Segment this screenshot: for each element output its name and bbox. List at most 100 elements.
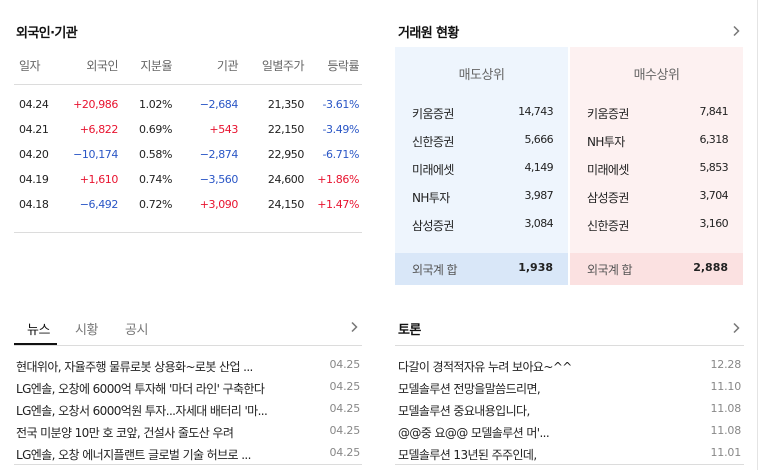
forum-post[interactable]: @@중 요@@ 모델솔루션 머'... 11.08: [395, 424, 744, 440]
col-change: 등락률: [327, 59, 359, 73]
tabs-divider: [14, 345, 362, 346]
broker-name: NH투자: [587, 135, 625, 149]
row-change: -3.61%: [322, 98, 359, 111]
news-date: 04.25: [329, 424, 361, 437]
col-foreign: 외국인: [86, 59, 118, 73]
news-title[interactable]: 전국 미분양 10만 호 코앞, 건설사 줄도산 우려: [16, 426, 234, 440]
news-title[interactable]: LG엔솔, 오창서 6000억원 투자...자세대 배터리 '마...: [16, 404, 268, 418]
news-bottom-divider: [14, 464, 362, 465]
post-date: 11.08: [710, 402, 742, 415]
news-item[interactable]: LG엔솔, 오창에 6000억 투자해 '마더 라인' 구축한다 04.25: [14, 380, 362, 396]
chevron-right-icon[interactable]: [348, 321, 360, 333]
row-foreign: −10,174: [73, 148, 118, 161]
news-item[interactable]: LG엔솔, 오창 에너지플랜트 글로벌 기술 허브로 ... 04.25: [14, 446, 362, 462]
row-price: 24,150: [267, 198, 304, 211]
sell-row: 키움증권 14,743: [395, 105, 568, 121]
tab-market[interactable]: 시황: [75, 323, 98, 338]
news-date: 04.25: [329, 402, 361, 415]
broker-name: NH투자: [412, 191, 450, 205]
row-inst: −2,684: [199, 98, 239, 111]
buy-header: 매수상위: [633, 68, 680, 83]
broker-volume: 3,987: [524, 189, 554, 202]
post-date: 11.08: [710, 424, 742, 437]
news-date: 04.25: [329, 380, 361, 393]
post-title[interactable]: 다갈이 경적적자유 누려 보아요~^^: [398, 360, 572, 374]
sell-row: 신한증권 5,666: [395, 133, 568, 149]
forum-post[interactable]: 다갈이 경적적자유 누려 보아요~^^ 12.28: [395, 358, 744, 374]
col-date: 일자: [19, 59, 41, 73]
row-foreign: +20,986: [73, 98, 118, 111]
tab-news[interactable]: 뉴스: [27, 323, 50, 338]
broker-volume: 5,666: [524, 133, 554, 146]
header-divider: [14, 84, 362, 85]
buy-row: 신한증권 3,160: [570, 217, 743, 233]
broker-volume: 7,841: [699, 105, 729, 118]
row-date: 04.18: [19, 198, 49, 211]
broker-name: 키움증권: [412, 107, 454, 121]
broker-volume: 3,160: [699, 217, 729, 230]
forum-panel: 토론 다갈이 경적적자유 누려 보아요~^^ 12.28 모델솔루션 전망을말씀드…: [395, 300, 744, 470]
row-foreign: −6,492: [79, 198, 119, 211]
chevron-right-icon[interactable]: [730, 322, 742, 334]
post-title[interactable]: 모델솔루션 13년된 주주인데,: [398, 448, 537, 462]
row-price: 22,150: [267, 123, 304, 136]
news-title[interactable]: LG엔솔, 오창에 6000억 투자해 '마더 라인' 구축한다: [16, 382, 265, 396]
col-inst: 기관: [216, 59, 239, 73]
table-row: 04.18 −6,492 0.72% +3,090 24,150 +1.47%: [14, 198, 362, 212]
buy-row: NH투자 6,318: [570, 133, 743, 149]
row-share: 1.02%: [139, 98, 172, 111]
broker-name: 삼성증권: [412, 219, 454, 233]
broker-volume: 3,704: [699, 189, 729, 202]
row-inst: −2,874: [199, 148, 239, 161]
news-item[interactable]: 현대위아, 자율주행 물류로봇 상용화~로봇 산업 ... 04.25: [14, 358, 362, 374]
row-share: 0.74%: [139, 173, 172, 186]
row-price: 21,350: [267, 98, 304, 111]
news-item[interactable]: 전국 미분양 10만 호 코앞, 건설사 줄도산 우려 04.25: [14, 424, 362, 440]
forum-post[interactable]: 모델솔루션 13년된 주주인데, 11.01: [395, 446, 744, 462]
buy-row: 키움증권 7,841: [570, 105, 743, 121]
post-title[interactable]: 모델솔루션 전망을말씀드리면,: [398, 382, 541, 396]
sell-total-value: 1,938: [518, 261, 553, 274]
news-panel: 뉴스 시황 공시 현대위아, 자율주행 물류로봇 상용화~로봇 산업 ... 04…: [14, 300, 362, 470]
row-foreign: +1,610: [79, 173, 119, 186]
broker-volume: 5,853: [699, 161, 729, 174]
post-date: 12.28: [710, 358, 742, 371]
news-title[interactable]: 현대위아, 자율주행 물류로봇 상용화~로봇 산업 ...: [16, 360, 253, 374]
sell-header: 매도상위: [458, 68, 505, 83]
broker-name: 미래에셋: [587, 163, 629, 177]
broker-volume: 14,743: [518, 105, 553, 118]
buy-foreign-total: 외국계 합 2,888: [570, 253, 743, 285]
forum-post[interactable]: 모델솔루션 중요내용입니다, 11.08: [395, 402, 744, 418]
sell-top-column: 매도상위 키움증권 14,743 신한증권 5,666 미래에셋 4,149 NH투자…: [395, 47, 568, 253]
broker-title[interactable]: 거래원 현황: [398, 26, 459, 41]
broker-name: 삼성증권: [587, 191, 629, 205]
tab-disclosure[interactable]: 공시: [125, 323, 148, 338]
row-inst: +543: [209, 123, 238, 136]
row-price: 22,950: [267, 148, 304, 161]
row-inst: +3,090: [199, 198, 239, 211]
news-title[interactable]: LG엔솔, 오창 에너지플랜트 글로벌 기술 허브로 ...: [16, 448, 251, 462]
post-title[interactable]: 모델솔루션 중요내용입니다,: [398, 404, 530, 418]
chevron-right-icon[interactable]: [730, 25, 742, 37]
sell-row: NH투자 3,987: [395, 189, 568, 205]
news-item[interactable]: LG엔솔, 오창서 6000억원 투자...자세대 배터리 '마... 04.25: [14, 402, 362, 418]
broker-volume: 6,318: [699, 133, 729, 146]
broker-name: 키움증권: [587, 107, 629, 121]
broker-name: 신한증권: [412, 135, 454, 149]
row-change: +1.47%: [317, 198, 359, 211]
post-title[interactable]: @@중 요@@ 모델솔루션 머'...: [398, 426, 550, 440]
table-row: 04.24 +20,986 1.02% −2,684 21,350 -3.61%: [14, 98, 362, 112]
broker-volume: 4,149: [524, 161, 554, 174]
broker-panel: 거래원 현황 매도상위 키움증권 14,743 신한증권 5,666 미래에셋 4,1…: [395, 0, 744, 290]
forum-title[interactable]: 토론: [398, 323, 421, 338]
forum-post[interactable]: 모델솔루션 전망을말씀드리면, 11.10: [395, 380, 744, 396]
buy-row: 미래에셋 5,853: [570, 161, 743, 177]
row-date: 04.24: [19, 98, 49, 111]
table-row: 04.21 +6,822 0.69% +543 22,150 -3.49%: [14, 123, 362, 137]
investor-title[interactable]: 외국인·기관: [16, 26, 78, 41]
news-date: 04.25: [329, 358, 361, 371]
row-date: 04.20: [19, 148, 49, 161]
sell-foreign-total: 외국계 합 1,938: [395, 253, 568, 285]
col-share: 지분율: [140, 59, 172, 73]
buy-row: 삼성증권 3,704: [570, 189, 743, 205]
